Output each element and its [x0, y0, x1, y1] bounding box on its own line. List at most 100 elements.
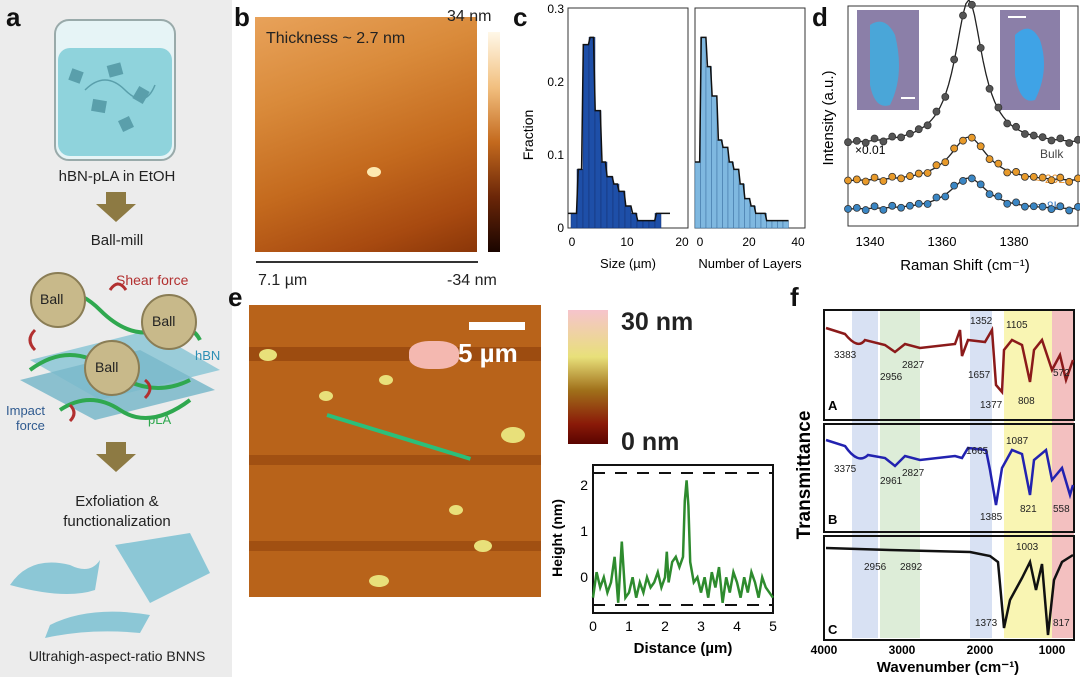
e-xtick: 0	[589, 618, 597, 634]
raman-point	[914, 125, 923, 134]
raman-point	[923, 200, 932, 208]
c-right-xtick: 20	[742, 235, 756, 249]
e-xtick: 3	[697, 618, 705, 634]
down-arrow-icon	[96, 192, 136, 222]
histogram-bar	[642, 220, 650, 229]
e-xlabel: Distance (µm)	[634, 640, 733, 657]
histogram-bar	[594, 110, 602, 229]
svg-text:808: 808	[1018, 396, 1035, 407]
raman-point	[879, 205, 888, 214]
d-multiplier: ×0.01	[855, 143, 886, 157]
raman-point	[1012, 198, 1020, 207]
afm-flake	[367, 167, 381, 177]
raman-point	[852, 136, 861, 145]
raman-point	[976, 180, 985, 189]
c-ytick: 0.2	[547, 75, 564, 89]
raman-point	[985, 155, 994, 164]
raman-point	[967, 133, 976, 142]
raman-point	[1056, 173, 1065, 182]
svg-text:2892: 2892	[900, 562, 923, 573]
svg-text:1105: 1105	[1006, 320, 1028, 331]
c-right-xtick: 0	[697, 235, 704, 249]
f-ylabel: Transmittance	[794, 411, 815, 540]
afm-particle	[501, 427, 525, 443]
raman-point	[1074, 203, 1080, 211]
svg-text:2961: 2961	[880, 476, 903, 487]
f-frame-a	[823, 309, 1075, 421]
raman-point	[906, 201, 914, 210]
afm-particle	[369, 575, 389, 587]
raman-point	[870, 134, 879, 143]
raman-point	[861, 206, 870, 214]
histogram-bar	[705, 66, 712, 229]
raman-point	[897, 174, 905, 183]
raman-point	[950, 144, 959, 153]
d-xtick: 1340	[856, 234, 885, 249]
svg-text:2827: 2827	[902, 360, 925, 371]
svg-text:C: C	[828, 622, 838, 637]
raman-point	[941, 92, 950, 101]
f-xtick: 1000	[1039, 643, 1066, 657]
step-exfoliation: Exfoliation & functionalization	[63, 493, 171, 530]
pla-label: pLA	[148, 412, 172, 427]
histogram-panel-c: Fraction 0 0.1 0.2 0.3 0 10 20 Size (µm)…	[520, 2, 806, 271]
d-ylabel: Intensity (a.u.)	[820, 70, 837, 165]
raman-point	[888, 201, 897, 210]
raman-point	[985, 190, 994, 199]
optical-inset-right	[1000, 10, 1060, 110]
scalebar-e	[469, 322, 525, 330]
height-profile-panel-e: Height (nm) 0 1 2 0 1 2 3 4 5 Distance (…	[549, 464, 777, 657]
c-left-xtick: 20	[675, 235, 689, 249]
afm-particle	[379, 375, 393, 385]
raman-point	[1029, 131, 1038, 140]
afm-image-b	[255, 17, 477, 252]
panel-label-f: f	[790, 282, 799, 312]
optical-inset-left	[857, 10, 919, 110]
raman-point	[941, 192, 950, 201]
histogram-bar	[648, 220, 656, 229]
histogram-bar	[711, 95, 718, 229]
svg-text:1377: 1377	[980, 400, 1003, 411]
panel-label-c: c	[513, 2, 528, 32]
c-ytick: 0	[557, 221, 564, 235]
ball-label: Ball	[95, 359, 119, 375]
histogram-bar	[727, 161, 734, 229]
panel-label-a: a	[6, 2, 21, 32]
raman-point	[959, 136, 967, 145]
svg-text:1385: 1385	[980, 512, 1003, 523]
down-arrow-icon	[96, 442, 136, 472]
panel-label-d: d	[812, 2, 828, 32]
colorbar-bottom-label: -34 nm	[447, 272, 497, 289]
raman-point	[1056, 202, 1065, 211]
colorbar-e	[568, 310, 608, 444]
c-left-xtick: 0	[569, 235, 576, 249]
raman-point	[994, 103, 1003, 112]
raman-point	[941, 158, 950, 167]
raman-point	[1056, 134, 1065, 143]
raman-point	[1065, 177, 1074, 186]
c-ytick: 0.1	[547, 148, 564, 162]
raman-point	[1047, 176, 1056, 185]
svg-text:2827: 2827	[902, 468, 925, 479]
e-xtick: 2	[661, 618, 669, 634]
svg-text:3375: 3375	[834, 464, 857, 475]
c-ytick: 0.3	[547, 2, 564, 16]
raman-point	[1012, 122, 1020, 131]
raman-point	[994, 192, 1003, 201]
beaker-icon	[54, 19, 176, 161]
result-label: Ultrahigh-aspect-ratio BNNS	[28, 648, 206, 664]
svg-text:572: 572	[1053, 368, 1070, 379]
raman-point	[897, 133, 905, 142]
raman-point	[906, 172, 914, 180]
e-xtick: 1	[625, 618, 633, 634]
histogram-bar	[722, 147, 729, 229]
raman-point	[932, 193, 941, 202]
raman-point	[959, 177, 967, 185]
raman-point	[1012, 168, 1020, 176]
raman-panel-d: Intensity (a.u.) 1340 1360 1380 Raman Sh…	[820, 0, 1080, 274]
colorbar-e-bottom: 0 nm	[621, 428, 680, 456]
raman-point	[923, 121, 932, 130]
raman-point	[844, 205, 852, 213]
raman-point	[897, 203, 905, 212]
f-frame-b	[823, 423, 1075, 533]
